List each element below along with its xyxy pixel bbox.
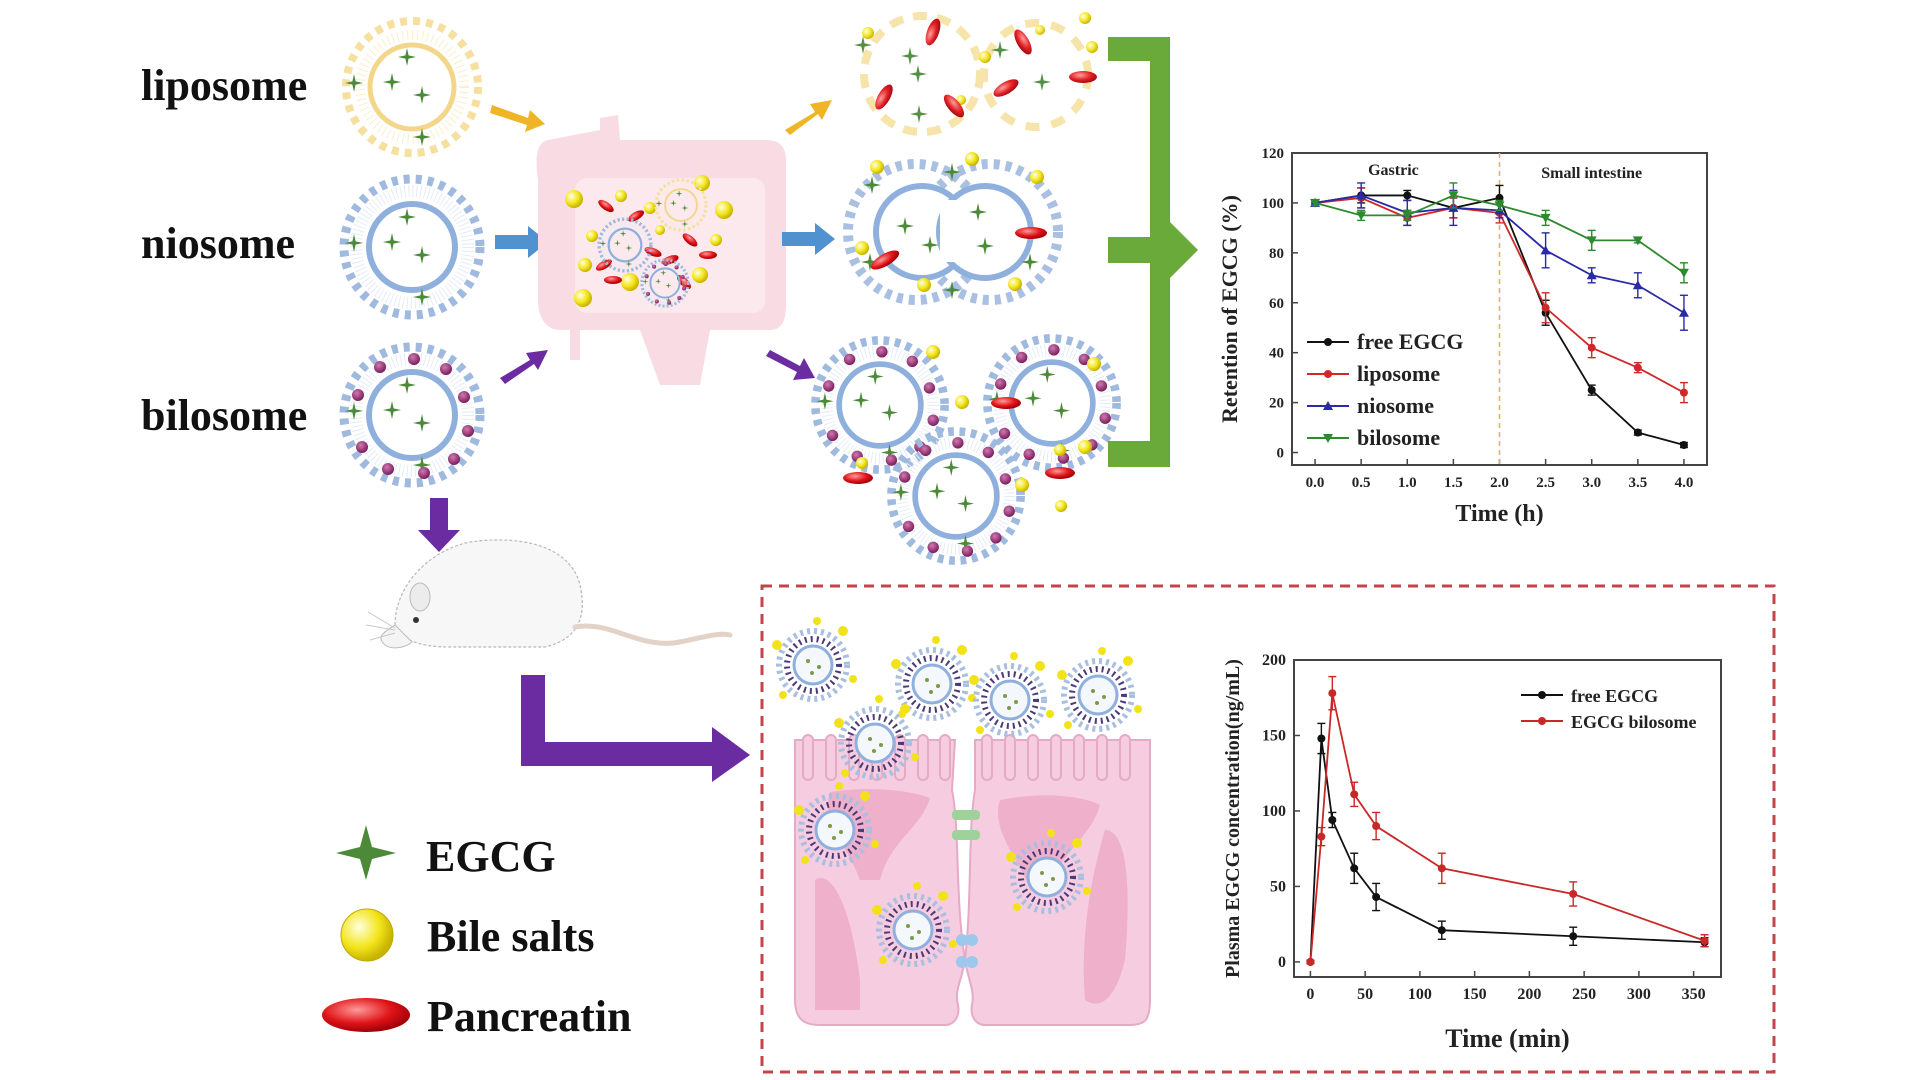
liposome-arrow-in xyxy=(490,105,545,132)
retention-chart: 0 20 40 60 80 100 120 0.0 0.5 1.0 1.5 2.0 2.5 3.0 3.5 4… xyxy=(1215,135,1735,545)
svg-text:350: 350 xyxy=(1682,986,1706,1003)
bile-salt-icon xyxy=(340,908,394,962)
svg-text:4.0: 4.0 xyxy=(1675,475,1694,491)
svg-text:250: 250 xyxy=(1572,986,1596,1003)
purple-down-arrow xyxy=(418,498,460,552)
svg-text:150: 150 xyxy=(1262,727,1286,744)
label-liposome: liposome xyxy=(141,61,308,110)
svg-text:Retention of EGCG (%): Retention of EGCG (%) xyxy=(1217,195,1242,423)
chart-legend: free EGCG liposome niosome bilosome xyxy=(1307,329,1464,450)
svg-text:300: 300 xyxy=(1627,986,1651,1003)
svg-text:100: 100 xyxy=(1262,803,1286,820)
svg-text:2.5: 2.5 xyxy=(1536,475,1555,491)
liposome-vesicle xyxy=(345,21,478,153)
niosome-arrow-in xyxy=(495,226,548,258)
chart-legend: free EGCG EGCG bilosome xyxy=(1521,686,1697,732)
bilosome-vesicle xyxy=(344,347,480,483)
svg-text:60: 60 xyxy=(1269,296,1284,312)
svg-text:Small intestine: Small intestine xyxy=(1541,165,1642,182)
rat-illustration xyxy=(365,539,733,649)
svg-text:0: 0 xyxy=(1277,446,1285,462)
svg-text:200: 200 xyxy=(1262,652,1286,669)
liposome-arrow-out xyxy=(785,100,832,135)
svg-text:150: 150 xyxy=(1463,986,1487,1003)
svg-text:50: 50 xyxy=(1357,986,1373,1003)
svg-text:0.5: 0.5 xyxy=(1352,475,1371,491)
svg-text:3.5: 3.5 xyxy=(1628,475,1647,491)
svg-text:bilosome: bilosome xyxy=(1357,425,1440,450)
pancreatin-icon xyxy=(322,998,410,1032)
egcg-star-icon xyxy=(336,825,396,880)
series-egcg-bilosome xyxy=(1306,675,1709,966)
svg-text:liposome: liposome xyxy=(1357,361,1440,386)
svg-text:100: 100 xyxy=(1262,196,1285,212)
svg-text:200: 200 xyxy=(1517,986,1541,1003)
green-bracket-arrow xyxy=(1108,37,1198,467)
niosome-vesicle xyxy=(344,179,480,315)
svg-text:120: 120 xyxy=(1262,146,1285,162)
svg-text:Time (min): Time (min) xyxy=(1445,1024,1569,1053)
svg-text:Time (h): Time (h) xyxy=(1455,501,1543,527)
intestine-illustration xyxy=(536,115,786,385)
niosome-digested xyxy=(843,152,1063,305)
svg-text:Gastric: Gastric xyxy=(1368,162,1419,179)
svg-text:free EGCG: free EGCG xyxy=(1357,329,1464,354)
svg-text:EGCG bilosome: EGCG bilosome xyxy=(1571,712,1697,732)
svg-text:40: 40 xyxy=(1269,346,1284,362)
svg-text:0: 0 xyxy=(1278,954,1286,971)
svg-text:3.0: 3.0 xyxy=(1582,475,1601,491)
label-bilosome: bilosome xyxy=(141,391,308,440)
legend-pancreatin-label: Pancreatin xyxy=(427,992,632,1041)
svg-text:2.0: 2.0 xyxy=(1490,475,1509,491)
svg-text:1.0: 1.0 xyxy=(1398,475,1417,491)
svg-text:20: 20 xyxy=(1269,396,1284,412)
svg-text:0: 0 xyxy=(1306,986,1314,1003)
niosome-arrow-out xyxy=(782,223,835,255)
plasma-chart: 0 50 100 150 200 0 50 100 150 200 250 300 350 Time (m… xyxy=(1215,615,1755,1065)
series-free-egcg xyxy=(1306,722,1709,966)
legend-bile-salts-label: Bile salts xyxy=(427,912,595,961)
label-niosome: niosome xyxy=(141,219,295,268)
legend-egcg-label: EGCG xyxy=(426,832,556,881)
svg-text:100: 100 xyxy=(1408,986,1432,1003)
svg-text:Plasma EGCG concentration(ng/m: Plasma EGCG concentration(ng/mL) xyxy=(1222,659,1244,978)
purple-l-arrow xyxy=(521,675,750,782)
svg-text:niosome: niosome xyxy=(1357,393,1434,418)
liposome-digested xyxy=(854,12,1098,136)
svg-text:free EGCG: free EGCG xyxy=(1571,686,1658,706)
bilosome-arrow-in xyxy=(500,350,548,384)
series-bilosome xyxy=(1310,182,1689,284)
svg-text:50: 50 xyxy=(1270,878,1286,895)
svg-text:0.0: 0.0 xyxy=(1306,475,1325,491)
svg-text:80: 80 xyxy=(1269,246,1284,262)
bilosome-digested xyxy=(815,338,1116,560)
svg-text:1.5: 1.5 xyxy=(1444,475,1463,491)
epithelial-cells xyxy=(772,617,1151,1026)
bilosome-arrow-out xyxy=(766,350,815,380)
